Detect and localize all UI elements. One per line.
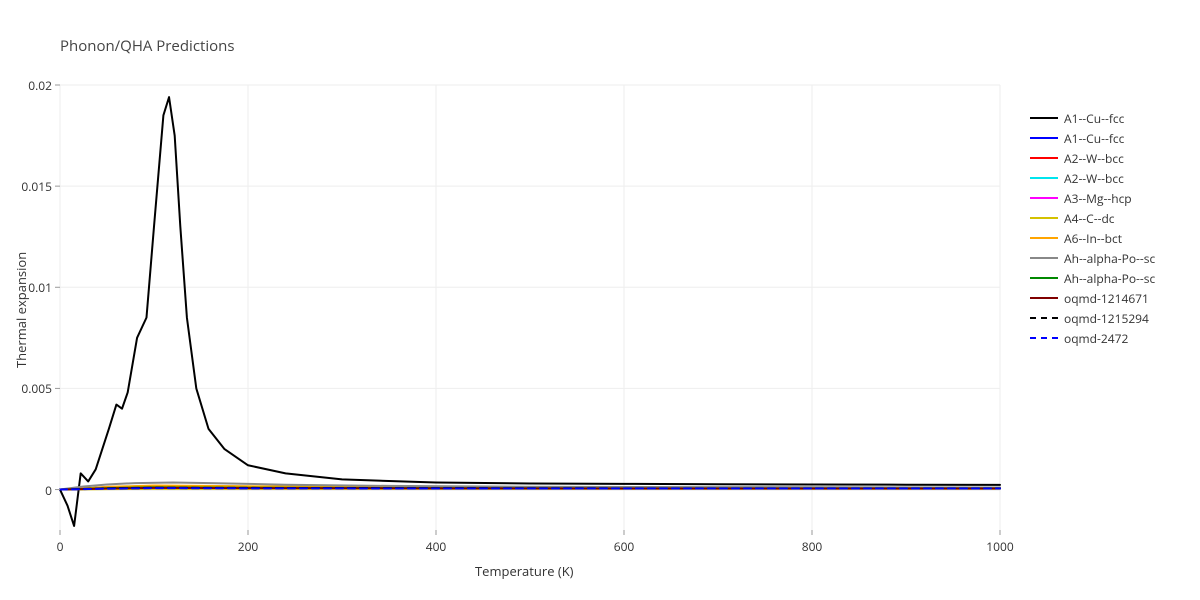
legend-swatch — [1030, 217, 1058, 219]
legend-label: A2--W--bcc — [1064, 170, 1124, 187]
legend-item[interactable]: A4--C--dc — [1030, 208, 1155, 228]
legend-label: oqmd-1215294 — [1064, 310, 1149, 327]
legend-label: A2--W--bcc — [1064, 150, 1124, 167]
legend-item[interactable]: oqmd-1214671 — [1030, 288, 1155, 308]
ytick-label: 0.01 — [28, 279, 52, 296]
legend-swatch — [1030, 257, 1058, 259]
legend-label: A1--Cu--fcc — [1064, 110, 1124, 127]
ytick-label: 0.015 — [21, 178, 52, 195]
legend-swatch — [1030, 177, 1058, 179]
legend-label: A3--Mg--hcp — [1064, 190, 1132, 207]
legend-label: A1--Cu--fcc — [1064, 130, 1124, 147]
legend-item[interactable]: A3--Mg--hcp — [1030, 188, 1155, 208]
legend-label: A4--C--dc — [1064, 210, 1115, 227]
legend-item[interactable]: Ah--alpha-Po--sc — [1030, 248, 1155, 268]
legend-item[interactable]: A2--W--bcc — [1030, 148, 1155, 168]
legend-label: Ah--alpha-Po--sc — [1064, 250, 1155, 267]
legend-item[interactable]: oqmd-1215294 — [1030, 308, 1155, 328]
legend-item[interactable]: A6--In--bct — [1030, 228, 1155, 248]
legend-item[interactable]: A1--Cu--fcc — [1030, 128, 1155, 148]
y-axis-label: Thermal expansion — [12, 251, 30, 367]
legend-item[interactable]: A1--Cu--fcc — [1030, 108, 1155, 128]
legend-item[interactable]: A2--W--bcc — [1030, 168, 1155, 188]
plot-svg — [0, 0, 1200, 600]
legend-swatch — [1030, 237, 1058, 239]
legend-swatch — [1030, 117, 1058, 119]
ytick-label: 0 — [45, 482, 52, 499]
legend-swatch — [1030, 337, 1058, 339]
legend-item[interactable]: oqmd-2472 — [1030, 328, 1155, 348]
legend-swatch — [1030, 137, 1058, 139]
legend-item[interactable]: Ah--alpha-Po--sc — [1030, 268, 1155, 288]
x-axis-label: Temperature (K) — [475, 562, 574, 580]
legend-label: oqmd-2472 — [1064, 330, 1128, 347]
legend-label: Ah--alpha-Po--sc — [1064, 270, 1155, 287]
xtick-label: 600 — [609, 538, 639, 555]
ytick-label: 0.02 — [28, 77, 52, 94]
xtick-label: 200 — [233, 538, 263, 555]
legend-swatch — [1030, 317, 1058, 319]
legend-swatch — [1030, 297, 1058, 299]
ytick-label: 0.005 — [21, 380, 52, 397]
legend-swatch — [1030, 277, 1058, 279]
legend-swatch — [1030, 157, 1058, 159]
legend-label: A6--In--bct — [1064, 230, 1122, 247]
xtick-label: 1000 — [985, 538, 1015, 555]
series-line-0 — [60, 97, 1000, 526]
xtick-label: 0 — [45, 538, 75, 555]
xtick-label: 400 — [421, 538, 451, 555]
legend-swatch — [1030, 197, 1058, 199]
legend-label: oqmd-1214671 — [1064, 290, 1149, 307]
xtick-label: 800 — [797, 538, 827, 555]
legend: A1--Cu--fcc A1--Cu--fcc A2--W--bcc A2--W--b… — [1030, 108, 1155, 348]
